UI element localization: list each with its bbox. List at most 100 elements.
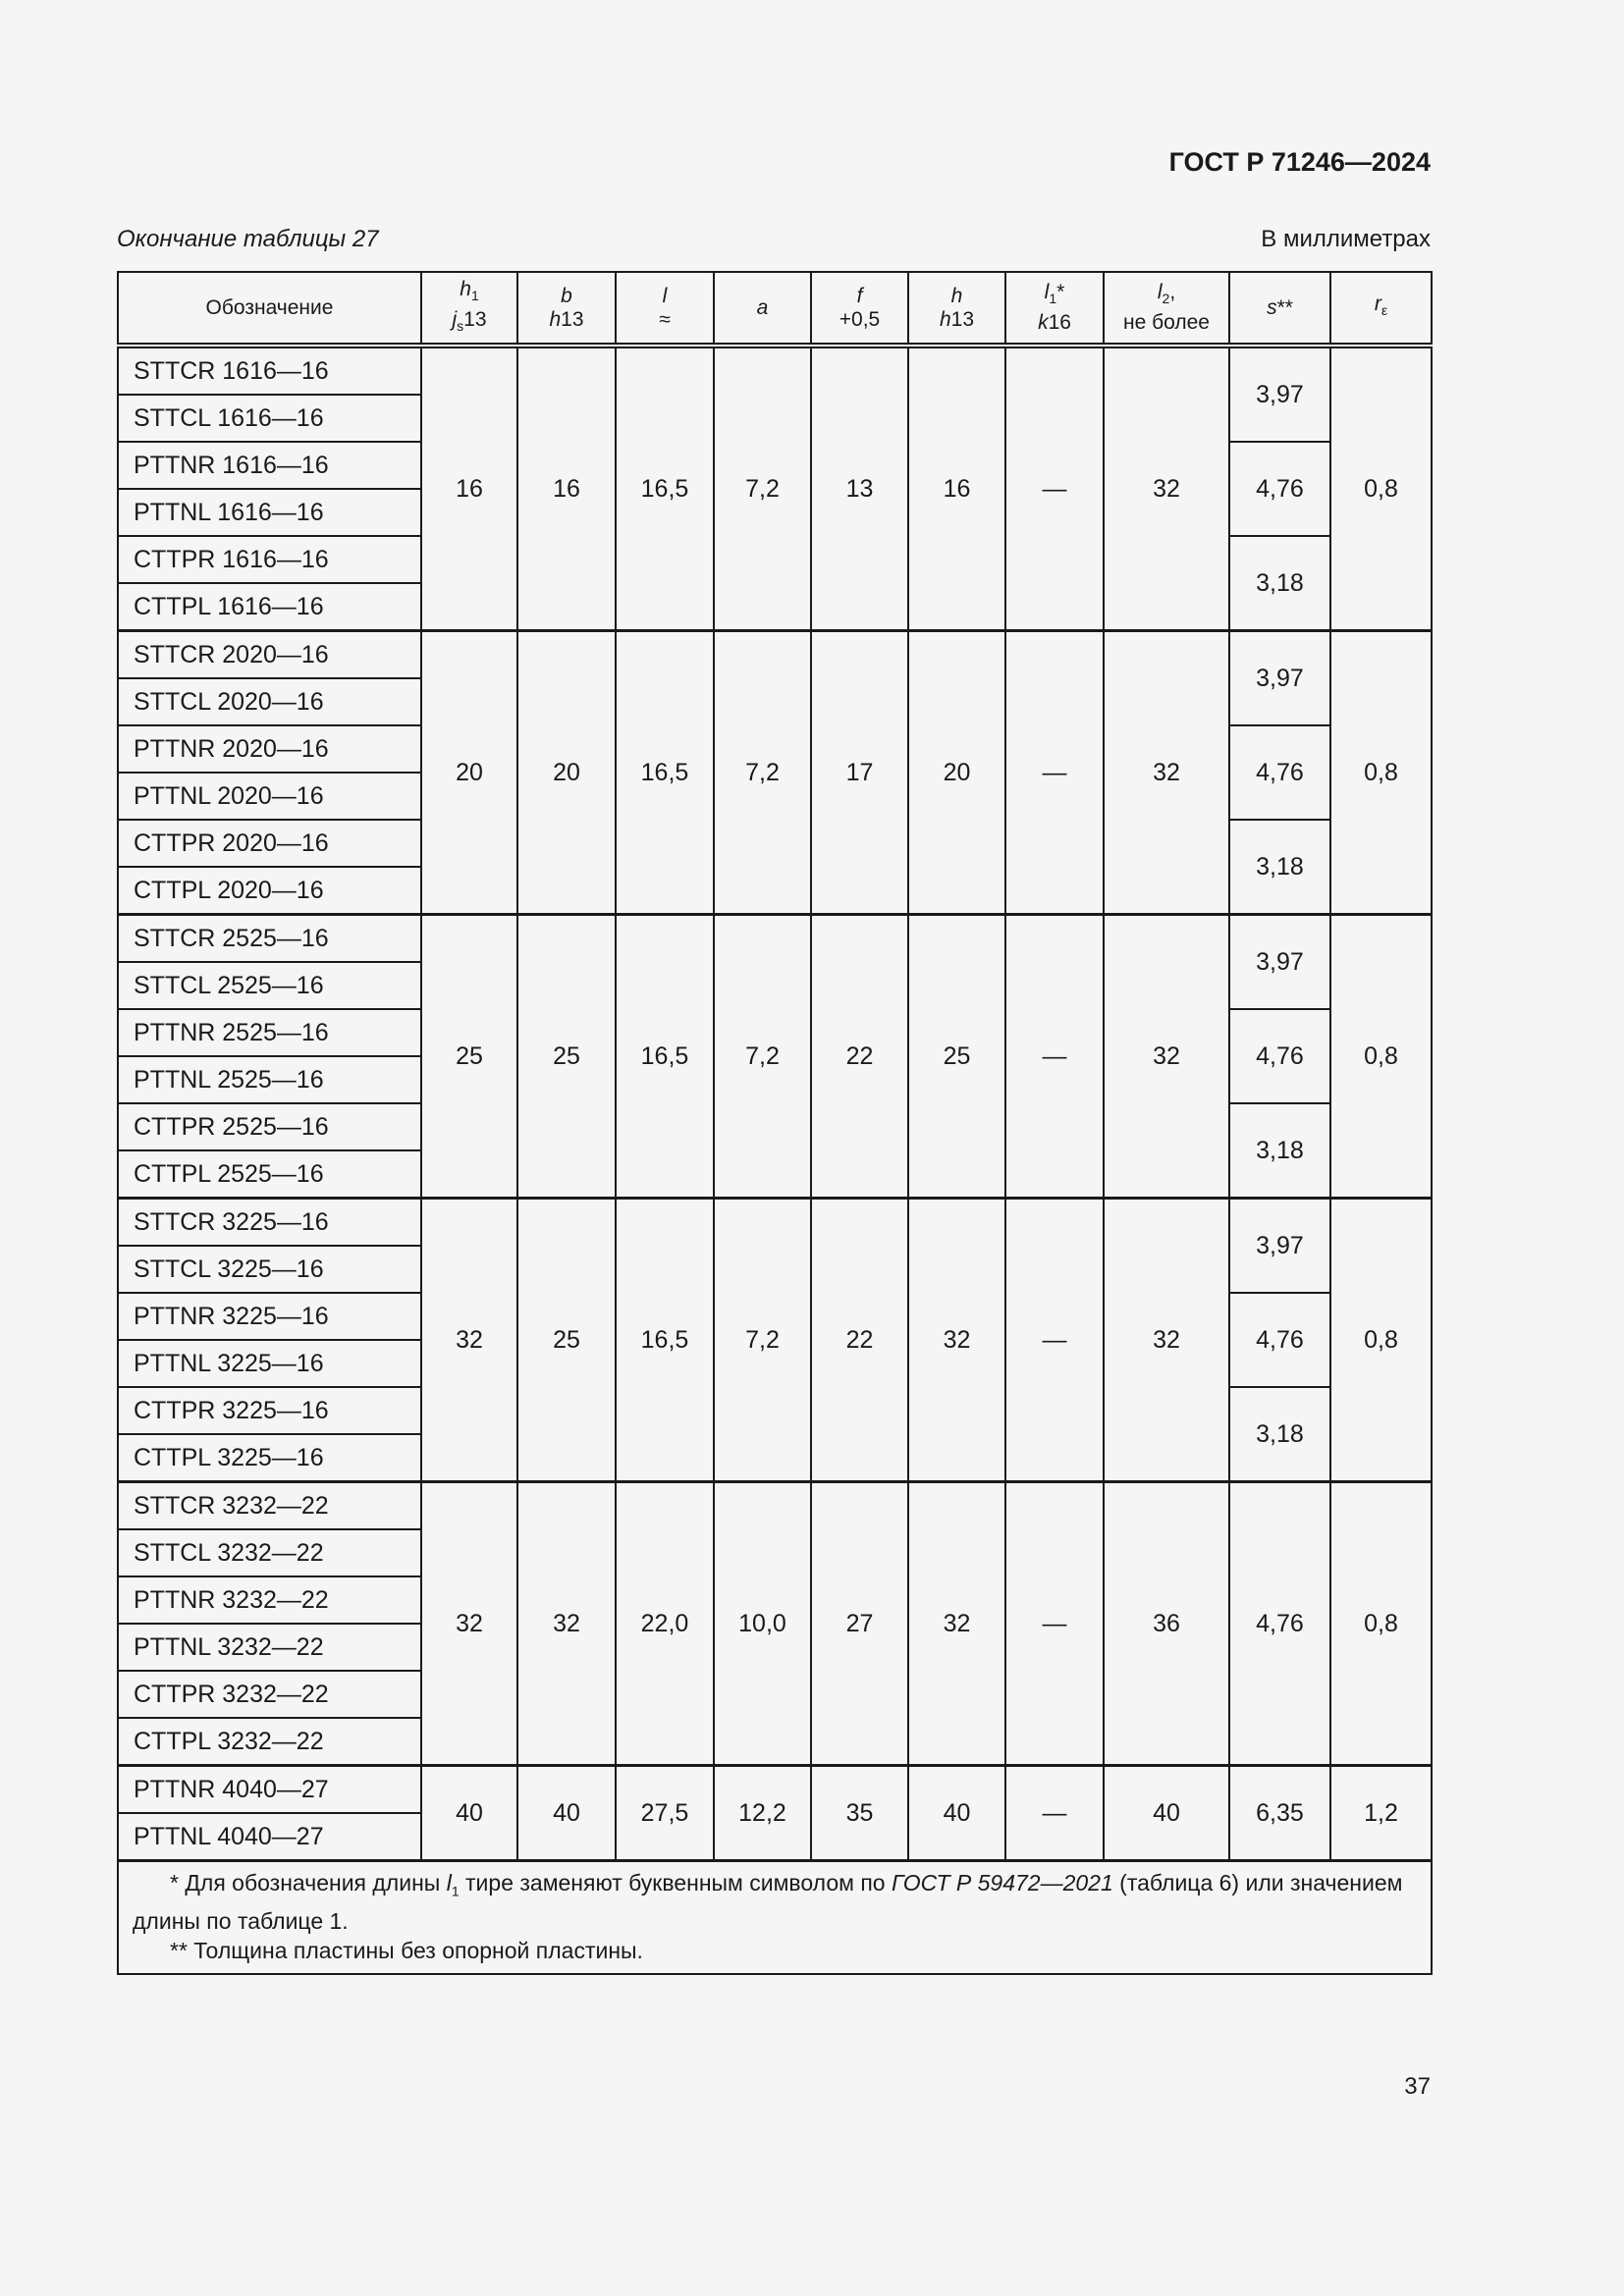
b-cell: 20 — [516, 629, 617, 916]
table-row: PTTNL 2525—16 — [117, 1055, 1432, 1104]
s-cell: 6,35 — [1228, 1764, 1331, 1862]
f-cell: 35 — [810, 1764, 909, 1862]
designation-cell: PTTNR 4040—27 — [117, 1764, 422, 1814]
a-cell: 7,2 — [713, 629, 812, 916]
designation-cell: PTTNL 3225—16 — [117, 1339, 422, 1388]
designation-cell: PTTNL 3232—22 — [117, 1623, 422, 1672]
l1-cell: — — [1004, 913, 1105, 1200]
designation-cell: CTTPR 2020—16 — [117, 819, 422, 868]
s-cell: 4,76 — [1228, 441, 1331, 537]
table-row: PTTNR 2020—16 4,76 — [117, 724, 1432, 821]
column-header-r-epsilon: rε — [1329, 271, 1433, 347]
footnote-2: ** Толщина пластины без опорной пластины… — [170, 1937, 643, 1963]
h1-cell: 40 — [420, 1764, 518, 1862]
f-cell: 13 — [810, 344, 909, 632]
designation-cell: PTTNR 2525—16 — [117, 1008, 422, 1057]
designation-cell: CTTPR 2525—16 — [117, 1102, 422, 1151]
r-epsilon-cell: 1,2 — [1329, 1764, 1433, 1862]
b-cell: 25 — [516, 1197, 617, 1483]
table-row: STTCR 3225—16 32 25 16,5 7,2 22 32—32 3,97 0,8 — [117, 1197, 1433, 1483]
table-row: CTTPL 2525—16 — [117, 1149, 1432, 1200]
table-row: STTCL 1616—16 — [117, 394, 1432, 443]
a-cell: 10,0 — [713, 1480, 812, 1767]
l2-cell: 32 — [1103, 913, 1230, 1200]
h-cell: 16 — [907, 344, 1006, 632]
column-header-l2: l2, не более — [1103, 271, 1230, 347]
b-cell: 40 — [516, 1764, 617, 1862]
h-cell: 40 — [907, 1764, 1006, 1862]
h1-cell: 25 — [420, 913, 518, 1200]
designation-cell: CTTPR 1616—16 — [117, 535, 422, 584]
table-row: PTTNR 2525—16 4,76 — [117, 1008, 1432, 1104]
r-epsilon-cell: 0,8 — [1329, 913, 1433, 1200]
l2-cell: 40 — [1103, 1764, 1230, 1862]
designation-cell: STTCR 2020—16 — [117, 629, 422, 679]
designation-cell: PTTNL 2020—16 — [117, 772, 422, 821]
table-row: CTTPL 3232—22 — [117, 1717, 1432, 1767]
s-cell: 3,18 — [1228, 1386, 1331, 1483]
designation-cell: STTCR 3232—22 — [117, 1480, 422, 1530]
designation-cell: CTTPL 3225—16 — [117, 1433, 422, 1483]
table-row: CTTPL 1616—16 — [117, 582, 1432, 632]
designation-cell: CTTPL 1616—16 — [117, 582, 422, 632]
table-row: CTTPR 3232—22 — [117, 1670, 1432, 1719]
s-cell: 3,97 — [1228, 344, 1331, 443]
table-row: CTTPR 3225—16 3,18 — [117, 1386, 1432, 1483]
table-row: STTCL 3232—22 — [117, 1528, 1432, 1577]
footnote-1: * Для обозначения длины l1 тире заменяют… — [133, 1870, 1403, 1934]
column-header-l1: l1* k16 — [1004, 271, 1105, 347]
l2-cell: 32 — [1103, 629, 1230, 916]
a-cell: 7,2 — [713, 1197, 812, 1483]
r-epsilon-cell: 0,8 — [1329, 629, 1433, 916]
table-row: CTTPL 3225—16 — [117, 1433, 1432, 1483]
table-row: PTTNR 1616—16 4,76 — [117, 441, 1432, 537]
f-cell: 22 — [810, 1197, 909, 1483]
table-row: PTTNL 1616—16 — [117, 488, 1432, 537]
l2-cell: 32 — [1103, 1197, 1230, 1483]
h1-cell: 32 — [420, 1480, 518, 1767]
designation-cell: PTTNR 2020—16 — [117, 724, 422, 774]
column-header-a: a — [713, 271, 812, 347]
l1-cell: — — [1004, 1480, 1105, 1767]
designation-cell: STTCR 3225—16 — [117, 1197, 422, 1247]
designation-cell: CTTPR 3225—16 — [117, 1386, 422, 1435]
page-number: 37 — [1404, 2073, 1431, 2100]
r-epsilon-cell: 0,8 — [1329, 1197, 1433, 1483]
l-cell: 27,5 — [615, 1764, 715, 1862]
designation-cell: PTTNL 1616—16 — [117, 488, 422, 537]
l-cell: 16,5 — [615, 1197, 715, 1483]
designation-cell: PTTNR 3225—16 — [117, 1292, 422, 1341]
s-cell: 3,97 — [1228, 629, 1331, 726]
table-row: PTTNL 3232—22 — [117, 1623, 1432, 1672]
footnotes: * Для обозначения длины l1 тире заменяют… — [117, 1858, 1433, 1975]
designation-cell: CTTPL 2525—16 — [117, 1149, 422, 1200]
s-cell: 3,18 — [1228, 1102, 1331, 1200]
a-cell: 12,2 — [713, 1764, 812, 1862]
h1-cell: 16 — [420, 344, 518, 632]
h-cell: 32 — [907, 1480, 1006, 1767]
table-header: Обозначение h1 js13 b h13 l ≈ a f +0,5 h h13 l1* k16 l… — [117, 271, 1433, 347]
l1-cell: — — [1004, 344, 1105, 632]
designation-cell: STTCR 1616—16 — [117, 344, 422, 396]
s-cell: 3,97 — [1228, 913, 1331, 1010]
l2-cell: 32 — [1103, 344, 1230, 632]
l-cell: 16,5 — [615, 629, 715, 916]
h1-cell: 32 — [420, 1197, 518, 1483]
column-header-b: b h13 — [516, 271, 617, 347]
table-row: STTCL 2525—16 — [117, 961, 1432, 1010]
h-cell: 20 — [907, 629, 1006, 916]
table-row: STTCR 3232—22 32 32 22,0 10,0 27 32—36 4,76 0,8 — [117, 1480, 1433, 1767]
s-cell: 4,76 — [1228, 1480, 1331, 1767]
column-header-f: f +0,5 — [810, 271, 909, 347]
designation-cell: CTTPL 3232—22 — [117, 1717, 422, 1767]
s-cell: 4,76 — [1228, 1292, 1331, 1388]
b-cell: 32 — [516, 1480, 617, 1767]
designation-cell: PTTNR 1616—16 — [117, 441, 422, 490]
column-header-designation: Обозначение — [117, 271, 422, 347]
table-caption: Окончание таблицы 27 — [117, 226, 379, 252]
designation-cell: STTCL 1616—16 — [117, 394, 422, 443]
r-epsilon-cell: 0,8 — [1329, 1480, 1433, 1767]
column-header-h1: h1 js13 — [420, 271, 518, 347]
s-cell: 4,76 — [1228, 1008, 1331, 1104]
table-row: CTTPR 2525—16 3,18 — [117, 1102, 1432, 1200]
